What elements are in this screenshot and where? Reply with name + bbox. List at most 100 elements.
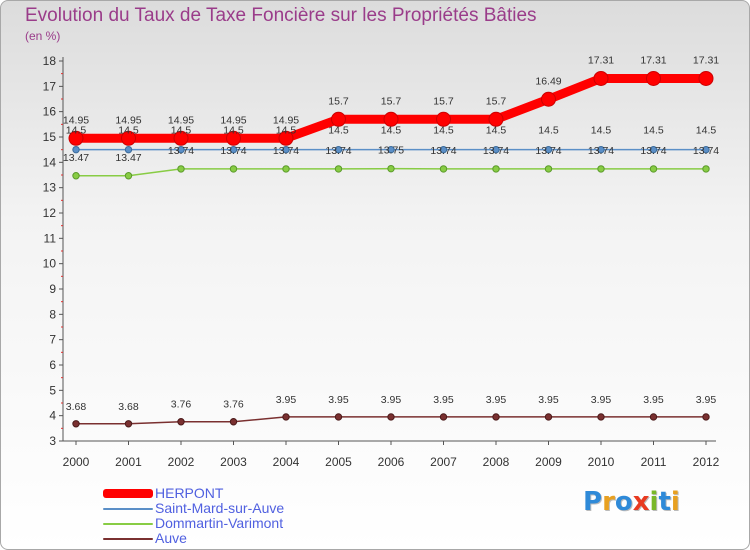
data-point [439, 145, 448, 154]
data-point [649, 165, 658, 173]
data-label: 14.5 [643, 125, 664, 137]
data-label: 13.74 [588, 145, 614, 157]
data-point [121, 130, 136, 146]
data-point [702, 145, 710, 154]
data-label: 14.95 [115, 114, 141, 126]
logo-letter: o [614, 487, 633, 517]
data-point [702, 165, 710, 173]
y-tick-label: 14 [43, 155, 57, 169]
data-point [492, 165, 500, 173]
data-point [597, 165, 605, 173]
data-point [387, 145, 395, 154]
y-tick-label: 9 [49, 282, 56, 296]
logo-letter: x [632, 487, 650, 517]
data-label: 13.75 [378, 145, 404, 157]
data-point [544, 165, 553, 173]
x-tick-label: 2003 [220, 455, 247, 469]
x-tick-label: 2010 [588, 455, 615, 469]
data-point [229, 165, 238, 173]
data-point [124, 172, 133, 180]
data-label: 14.95 [273, 114, 299, 126]
data-point [597, 145, 605, 154]
data-point [541, 91, 556, 107]
data-point [124, 145, 133, 154]
data-label: 3.95 [328, 394, 349, 406]
data-point [72, 145, 80, 154]
data-point [649, 145, 658, 154]
data-label: 3.76 [223, 399, 244, 411]
data-label: 13.47 [63, 152, 89, 164]
legend-item: HERPONT [103, 486, 284, 501]
data-point [597, 413, 605, 421]
data-point [177, 418, 185, 426]
data-label: 13.74 [640, 145, 666, 157]
data-label: 14.5 [276, 125, 297, 137]
data-label: 13.74 [535, 145, 561, 157]
data-label: 3.95 [643, 394, 664, 406]
data-label: 16.49 [535, 75, 561, 87]
data-point [229, 418, 238, 426]
legend-label: Auve [155, 530, 187, 546]
data-point [72, 172, 80, 180]
data-point [282, 145, 290, 154]
y-tick-label: 18 [43, 54, 57, 68]
data-label: 3.95 [381, 394, 402, 406]
y-tick-label: 15 [43, 130, 57, 144]
data-point [492, 145, 500, 154]
data-label: 14.95 [168, 114, 194, 126]
data-label: 14.5 [66, 125, 87, 137]
x-tick-label: 2009 [535, 455, 562, 469]
data-point [124, 420, 133, 428]
y-tick-label: 10 [43, 257, 57, 271]
data-point [383, 111, 399, 127]
data-point [439, 165, 448, 173]
data-label: 14.5 [433, 125, 454, 137]
x-tick-label: 2005 [325, 455, 352, 469]
data-point [278, 130, 294, 146]
data-point [68, 130, 84, 146]
legend-swatch [103, 522, 153, 525]
data-label: 3.95 [591, 394, 612, 406]
data-label: 15.7 [486, 95, 507, 107]
logo-letter: i [670, 487, 680, 517]
unit-label: (en %) [25, 29, 61, 43]
data-point [439, 413, 448, 421]
data-label: 13.74 [220, 145, 246, 157]
data-label: 15.7 [328, 95, 349, 107]
axes-layer: 3 4 5 6 7 8 9 10 11 12 13 14 15 16 17 18 2000 2001 2002 200… [43, 54, 720, 469]
data-point [334, 413, 343, 421]
y-tick-label: 8 [49, 307, 56, 321]
data-point [544, 413, 553, 421]
data-label: 17.31 [693, 54, 719, 66]
data-label: 3.95 [276, 394, 297, 406]
legend-item: Auve [103, 531, 284, 546]
y-tick-label: 13 [43, 181, 57, 195]
data-point [177, 145, 185, 154]
proxiti-logo: Proxiti [583, 487, 680, 517]
y-tick-label: 5 [49, 383, 56, 397]
data-label: 3.95 [486, 394, 507, 406]
data-point [282, 165, 290, 173]
x-tick-label: 2000 [63, 455, 90, 469]
y-tick-label: 4 [49, 409, 56, 423]
legend-swatch [103, 537, 153, 540]
y-tick-label: 17 [43, 79, 57, 93]
data-label: 13.74 [273, 145, 299, 157]
y-tick-label: 11 [44, 231, 57, 245]
x-tick-label: 2004 [273, 455, 300, 469]
data-label: 13.74 [168, 145, 194, 157]
chart-title: Evolution du Taux de Taxe Foncière sur l… [25, 5, 537, 26]
data-label: 14.5 [696, 125, 717, 137]
data-label: 15.7 [433, 95, 454, 107]
y-tick-label: 7 [49, 333, 56, 347]
data-point [72, 420, 80, 428]
x-tick-label: 2007 [430, 455, 457, 469]
data-point [282, 413, 290, 421]
data-label: 3.95 [696, 394, 717, 406]
data-label: 14.95 [220, 114, 246, 126]
data-point [331, 111, 346, 127]
data-label: 14.5 [591, 125, 612, 137]
logo-letter: P [583, 487, 603, 517]
legend-swatch [103, 507, 153, 510]
